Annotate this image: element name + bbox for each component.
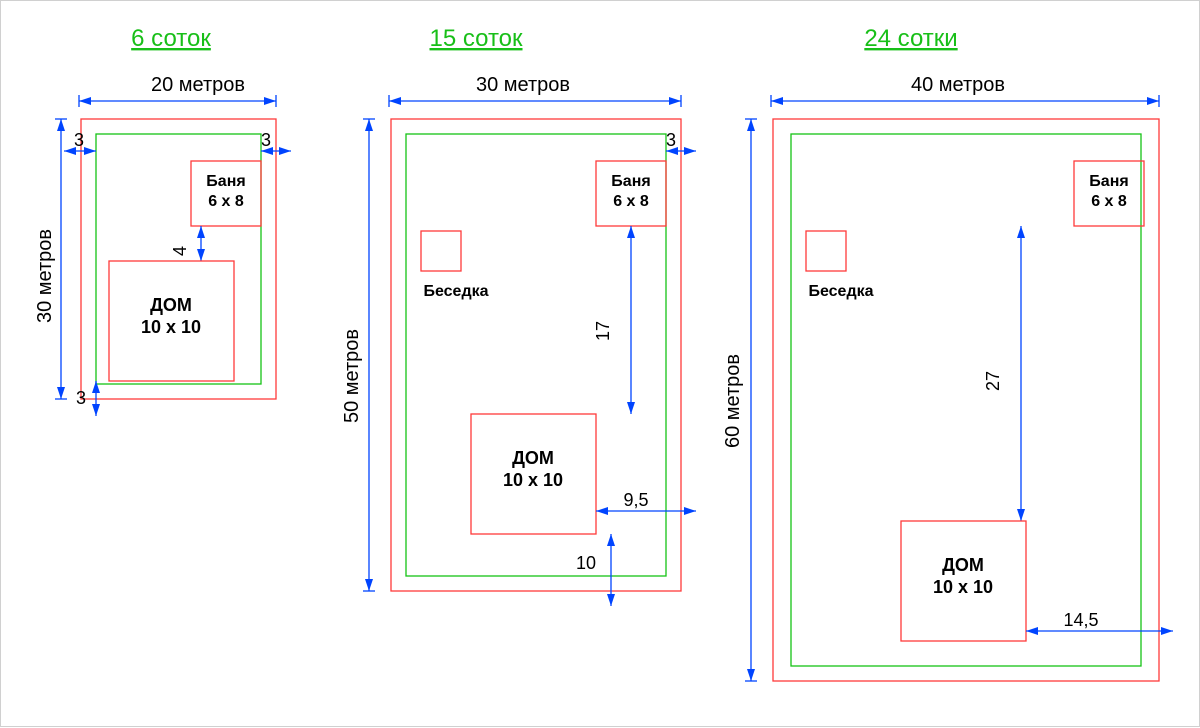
height-label: 60 метров [722,354,744,448]
plan-title: 24 сотки [864,25,957,52]
arrowhead-icon [607,534,615,546]
arrowhead-icon [84,147,96,155]
dim-value: 3 [666,130,676,150]
arrowhead-icon [1161,627,1173,635]
house-size: 10 x 10 [141,317,201,337]
bath-size: 6 x 8 [613,193,649,210]
arrowhead-icon [57,387,65,399]
arrowhead-icon [197,249,205,261]
arrowhead-icon [79,97,91,105]
dim-value: 3 [76,388,86,408]
arrowhead-icon [627,402,635,414]
bath-label: Баня [1089,173,1128,190]
arrowhead-icon [1017,509,1025,521]
arrowhead-icon [1017,226,1025,238]
dim-value: 4 [170,246,190,256]
arrowhead-icon [1147,97,1159,105]
height-label: 50 метров [341,329,363,423]
dim-value: 14,5 [1063,610,1098,630]
bath-size: 6 x 8 [208,193,244,210]
arrowhead-icon [197,226,205,238]
arrowhead-icon [684,507,696,515]
arrowhead-icon [771,97,783,105]
gazebo [421,231,461,271]
inner-boundary [96,134,261,384]
house-size: 10 x 10 [503,470,563,490]
arrowhead-icon [365,119,373,131]
dim-value: 3 [261,130,271,150]
house-label: ДОМ [150,295,192,315]
arrowhead-icon [264,97,276,105]
bath-label: Баня [611,173,650,190]
arrowhead-icon [365,579,373,591]
dim-value: 9,5 [623,490,648,510]
arrowhead-icon [684,147,696,155]
house-size: 10 x 10 [933,577,993,597]
arrowhead-icon [627,226,635,238]
arrowhead-icon [596,507,608,515]
dim-value: 17 [593,321,613,341]
width-label: 40 метров [911,74,1005,96]
plan-title: 15 соток [429,25,523,52]
gazebo [806,231,846,271]
arrowhead-icon [747,119,755,131]
house-label: ДОМ [512,448,554,468]
bath-label: Баня [206,173,245,190]
width-label: 30 метров [476,74,570,96]
arrowhead-icon [1026,627,1038,635]
arrowhead-icon [389,97,401,105]
bath-size: 6 x 8 [1091,193,1127,210]
arrowhead-icon [57,119,65,131]
house-label: ДОМ [942,555,984,575]
dim-value: 27 [983,371,1003,391]
dim-value: 3 [74,130,84,150]
arrowhead-icon [669,97,681,105]
gazebo-label: Беседка [808,283,873,300]
gazebo-label: Беседка [423,283,488,300]
arrowhead-icon [607,594,615,606]
height-label: 30 метров [34,229,56,323]
arrowhead-icon [747,669,755,681]
arrowhead-icon [92,404,100,416]
width-label: 20 метров [151,74,245,96]
plan-title: 6 соток [131,25,211,52]
arrowhead-icon [92,381,100,393]
dim-value: 10 [576,553,596,573]
arrowhead-icon [279,147,291,155]
